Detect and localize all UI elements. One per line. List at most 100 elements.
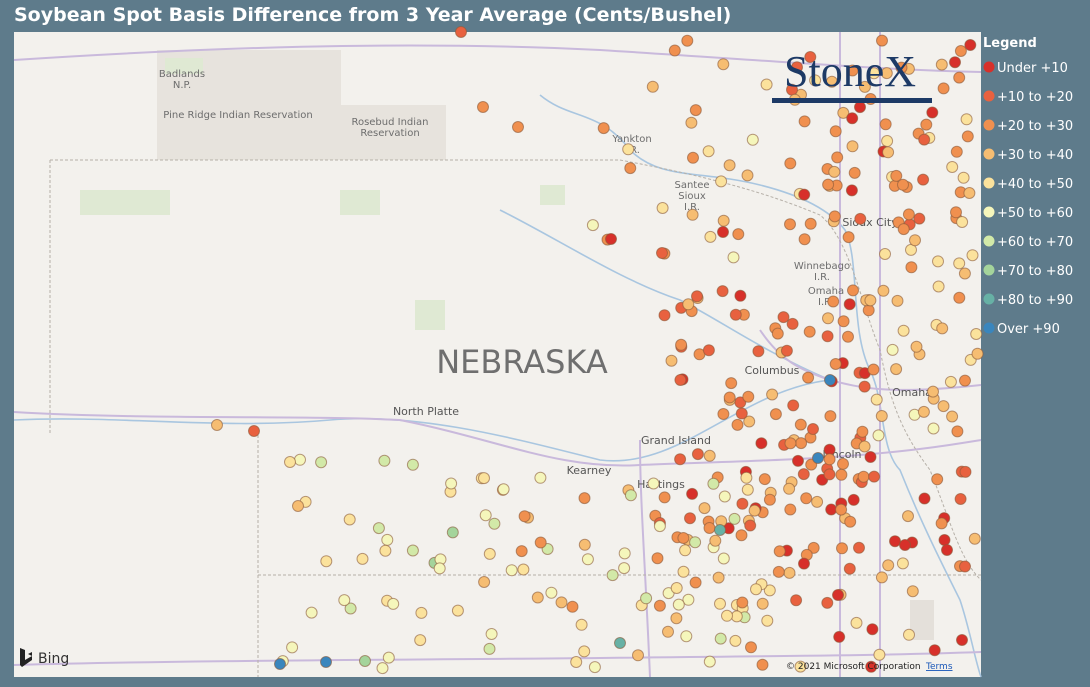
location-dot[interactable]	[618, 547, 631, 560]
location-dot[interactable]	[665, 354, 678, 367]
location-dot[interactable]	[879, 118, 892, 131]
location-dot[interactable]	[957, 171, 970, 184]
location-dot[interactable]	[831, 151, 844, 164]
location-dot[interactable]	[864, 294, 877, 307]
location-dot[interactable]	[812, 452, 824, 464]
location-dot[interactable]	[570, 656, 583, 668]
location-dot[interactable]	[534, 536, 547, 549]
location-dot[interactable]	[960, 113, 973, 126]
location-dot[interactable]	[728, 512, 741, 525]
location-dot[interactable]	[748, 504, 761, 517]
location-dot[interactable]	[876, 34, 888, 47]
location-dot[interactable]	[689, 104, 702, 117]
location-dot[interactable]	[320, 656, 332, 668]
location-dot[interactable]	[880, 67, 893, 80]
legend-label[interactable]: +50 to +60	[997, 206, 1073, 221]
location-dot[interactable]	[286, 641, 299, 654]
location-dot[interactable]	[847, 493, 860, 506]
location-dot[interactable]	[771, 327, 784, 340]
location-dot[interactable]	[670, 582, 683, 594]
location-dot[interactable]	[578, 538, 591, 551]
location-dot[interactable]	[512, 121, 524, 133]
location-dot[interactable]	[824, 374, 836, 386]
location-dot[interactable]	[741, 169, 754, 182]
location-dot[interactable]	[606, 569, 619, 582]
location-dot[interactable]	[784, 503, 797, 516]
location-dot[interactable]	[744, 519, 757, 532]
location-dot[interactable]	[545, 586, 558, 599]
location-dot[interactable]	[864, 451, 877, 463]
location-dot[interactable]	[970, 328, 983, 340]
terms-link[interactable]: Terms	[925, 662, 953, 672]
location-dot[interactable]	[727, 251, 740, 264]
location-dot[interactable]	[698, 502, 711, 515]
location-dot[interactable]	[685, 116, 698, 129]
location-dot[interactable]	[372, 522, 385, 535]
location-dot[interactable]	[531, 591, 544, 604]
location-dot[interactable]	[902, 208, 915, 221]
location-dot[interactable]	[555, 596, 568, 609]
location-dot[interactable]	[740, 471, 753, 484]
location-dot[interactable]	[622, 143, 635, 156]
location-dot[interactable]	[937, 82, 950, 95]
location-dot[interactable]	[717, 214, 730, 227]
location-dot[interactable]	[946, 410, 959, 423]
location-dot[interactable]	[691, 448, 704, 461]
location-dot[interactable]	[686, 487, 699, 500]
location-dot[interactable]	[867, 363, 880, 376]
legend-label[interactable]: +40 to +50	[997, 177, 1073, 192]
location-dot[interactable]	[745, 641, 757, 654]
location-dot[interactable]	[681, 34, 694, 47]
location-dot[interactable]	[783, 566, 796, 579]
location-dot[interactable]	[721, 609, 733, 622]
location-dot[interactable]	[932, 255, 944, 268]
location-dot[interactable]	[798, 557, 810, 570]
location-dot[interactable]	[588, 661, 601, 674]
location-dot[interactable]	[618, 562, 631, 575]
location-dot[interactable]	[758, 473, 771, 486]
location-dot[interactable]	[935, 517, 948, 530]
legend-label[interactable]: +10 to +20	[997, 90, 1073, 105]
location-dot[interactable]	[515, 545, 528, 558]
location-dot[interactable]	[756, 658, 769, 671]
location-dot[interactable]	[668, 44, 681, 57]
location-dot[interactable]	[804, 217, 817, 230]
location-dot[interactable]	[723, 159, 736, 172]
location-dot[interactable]	[963, 187, 976, 199]
location-dot[interactable]	[905, 261, 918, 274]
location-dot[interactable]	[305, 606, 318, 619]
location-dot[interactable]	[913, 212, 926, 225]
location-dot[interactable]	[835, 468, 848, 481]
location-dot[interactable]	[804, 51, 817, 63]
legend-label[interactable]: +70 to +80	[997, 264, 1073, 279]
location-dot[interactable]	[406, 544, 419, 557]
location-dot[interactable]	[941, 544, 953, 556]
location-dot[interactable]	[656, 247, 668, 259]
location-dot[interactable]	[837, 457, 849, 470]
location-dot[interactable]	[578, 645, 591, 658]
location-dot[interactable]	[702, 145, 715, 158]
location-dot[interactable]	[850, 616, 863, 629]
location-dot[interactable]	[862, 304, 875, 317]
location-dot[interactable]	[760, 78, 773, 91]
location-dot[interactable]	[895, 61, 908, 74]
location-dot[interactable]	[784, 218, 796, 231]
location-dot[interactable]	[433, 562, 446, 575]
location-dot[interactable]	[846, 140, 859, 153]
location-dot[interactable]	[712, 571, 725, 584]
location-dot[interactable]	[597, 122, 610, 135]
location-dot[interactable]	[828, 165, 841, 178]
location-dot[interactable]	[946, 161, 959, 173]
location-dot[interactable]	[889, 535, 901, 548]
location-dot[interactable]	[956, 634, 968, 646]
location-dot[interactable]	[679, 544, 692, 557]
location-dot[interactable]	[842, 330, 854, 343]
location-dot[interactable]	[674, 374, 687, 386]
location-dot[interactable]	[777, 311, 790, 324]
location-dot[interactable]	[632, 649, 644, 662]
location-dot[interactable]	[794, 660, 807, 673]
location-dot[interactable]	[927, 385, 939, 398]
location-dot[interactable]	[414, 634, 427, 647]
location-dot[interactable]	[415, 606, 428, 619]
location-dot[interactable]	[833, 630, 846, 643]
